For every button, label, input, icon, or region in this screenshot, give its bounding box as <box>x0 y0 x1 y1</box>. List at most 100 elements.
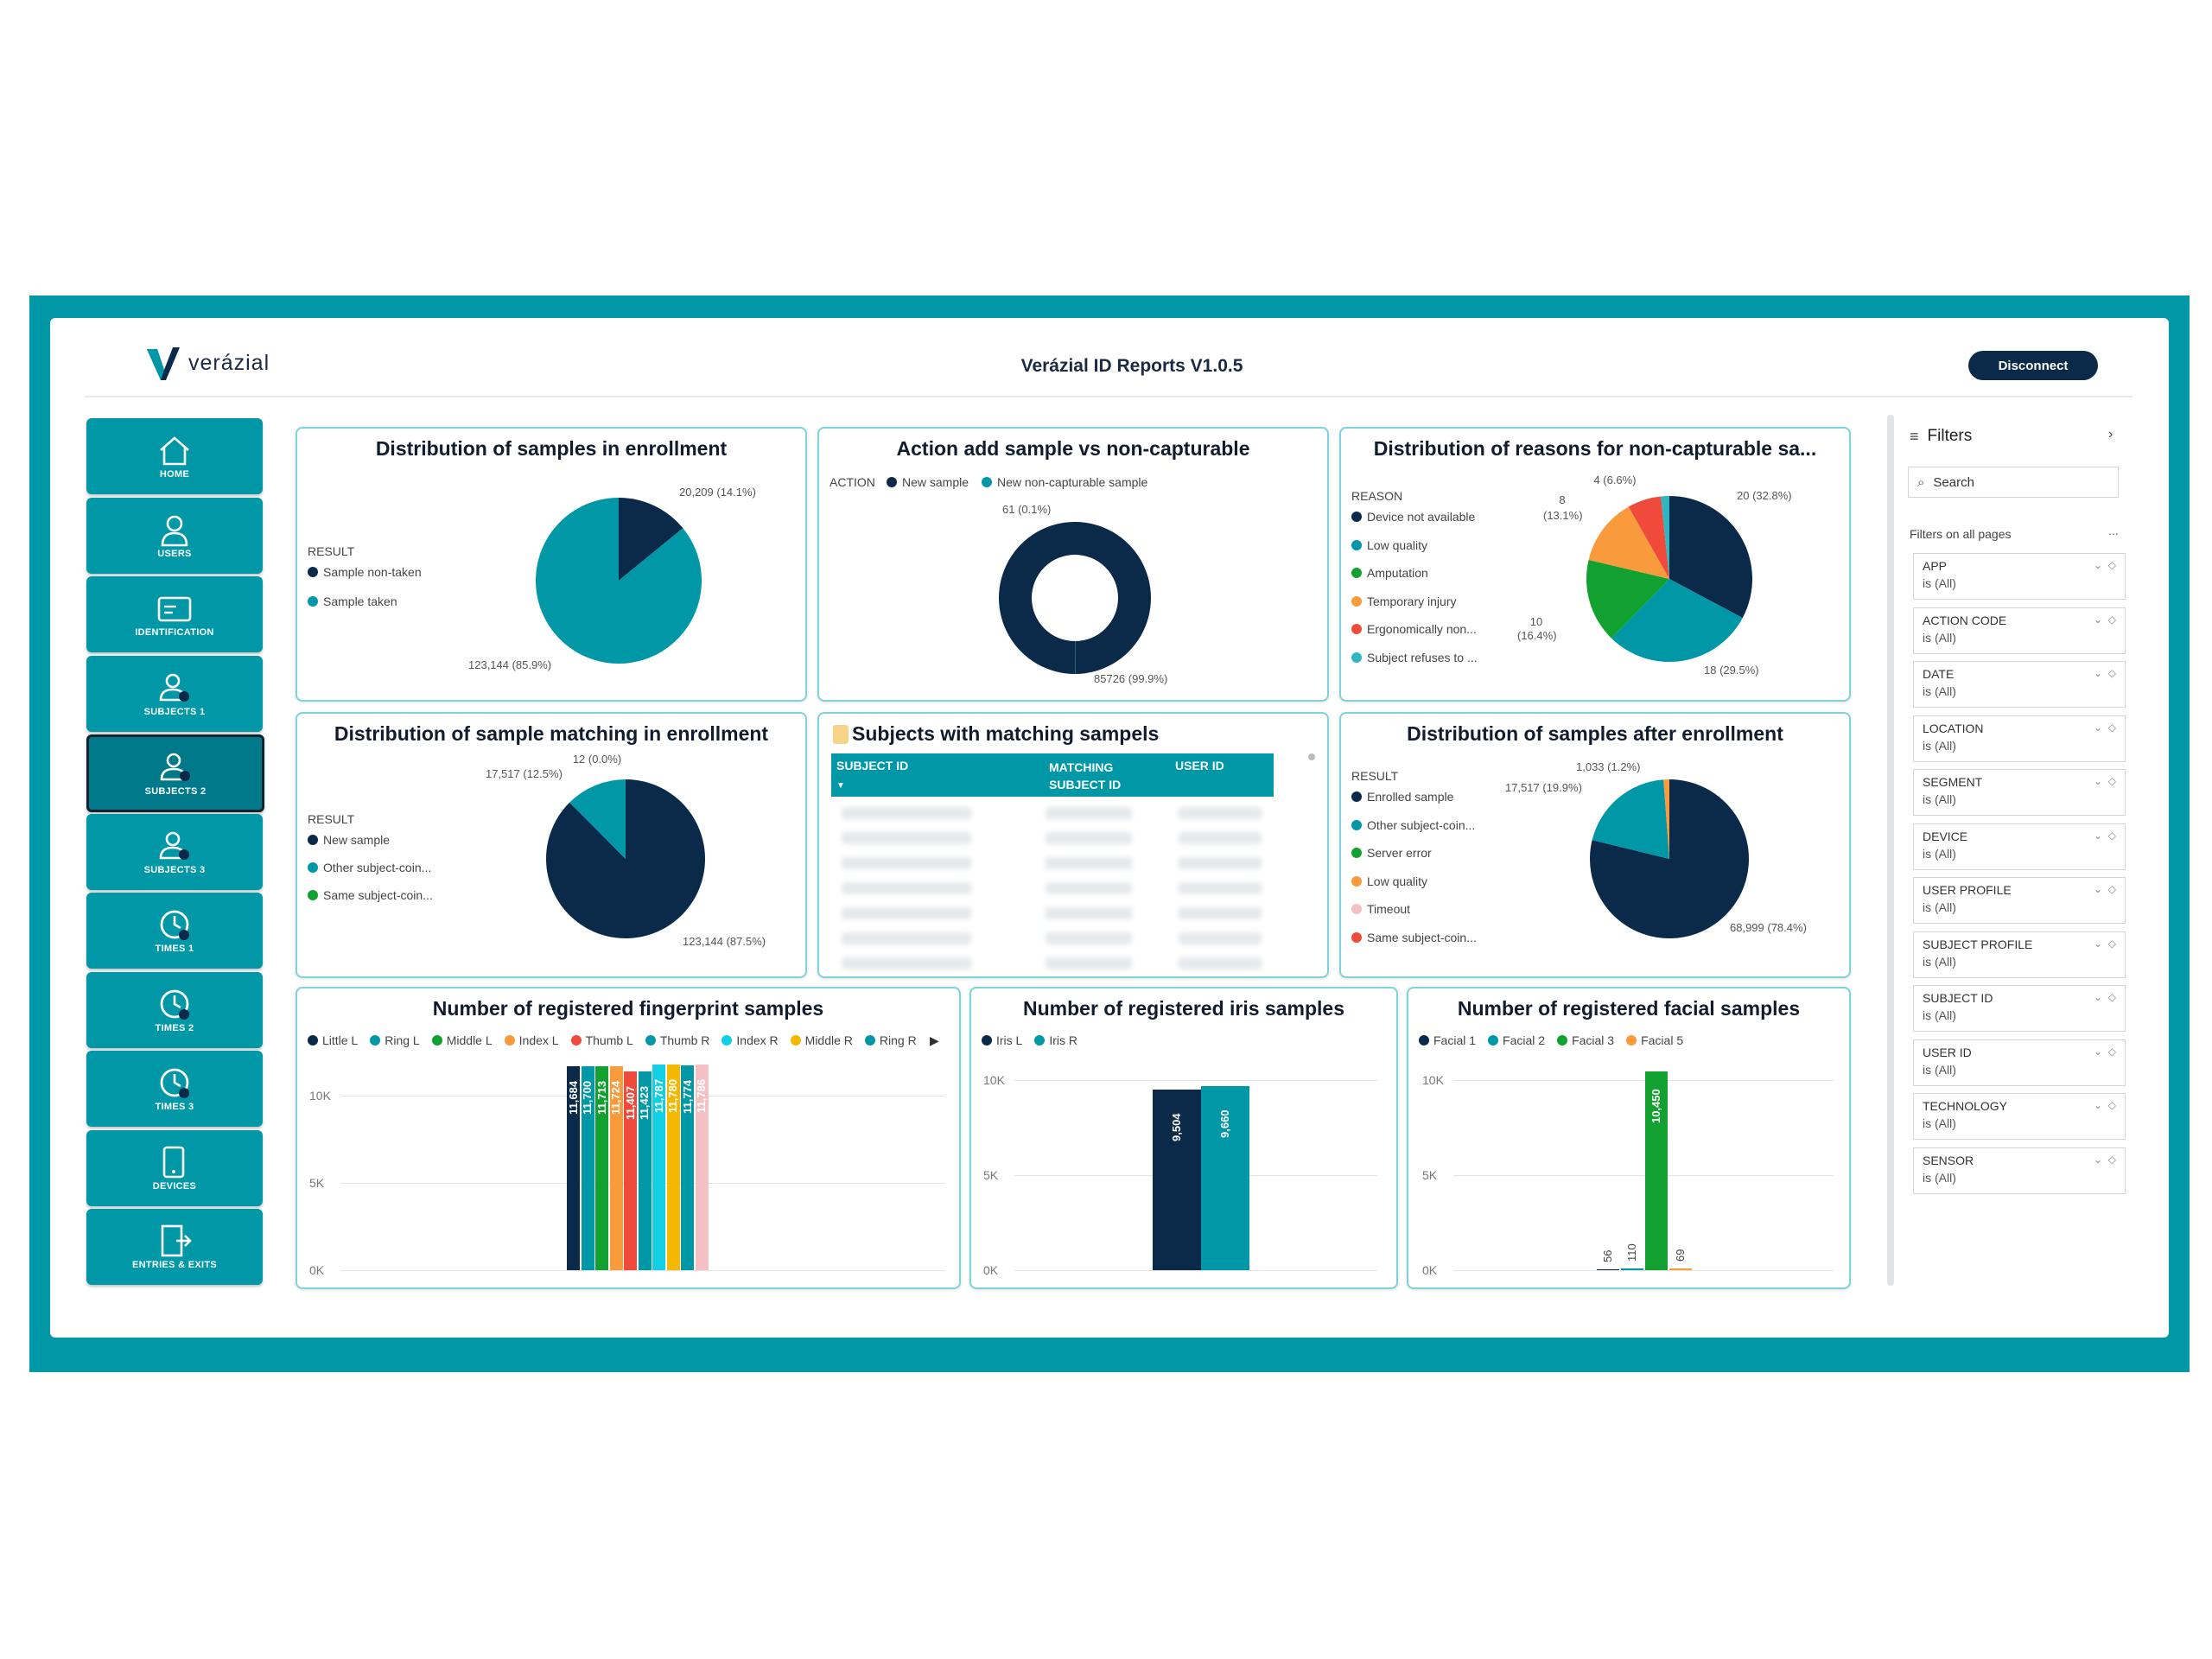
bar[interactable] <box>609 1065 623 1270</box>
bar[interactable] <box>624 1071 637 1270</box>
legend-item[interactable]: Iris R <box>1034 1033 1077 1047</box>
legend-item[interactable]: New sample <box>887 475 969 489</box>
disconnect-button[interactable]: Disconnect <box>1968 351 2098 380</box>
pie-slice[interactable] <box>619 498 683 581</box>
filter-card[interactable]: DATE is (All) ⌄ ◇ <box>1913 661 2126 708</box>
nav-button[interactable]: SUBJECTS 2 <box>86 734 264 812</box>
bar[interactable] <box>695 1065 709 1270</box>
pie-slice[interactable] <box>1669 496 1752 619</box>
filter-expand-icon[interactable]: ⌄ ◇ <box>2094 883 2116 895</box>
card-enrollment-distribution[interactable]: Distribution of samples in enrollment RE… <box>296 427 807 702</box>
bar[interactable] <box>581 1066 594 1270</box>
legend-item[interactable]: Index R <box>721 1033 779 1047</box>
column-subject-id[interactable]: SUBJECT ID <box>836 759 909 772</box>
pane-scrollbar[interactable] <box>1887 415 1894 1286</box>
filter-expand-icon[interactable]: ⌄ ◇ <box>2094 829 2116 842</box>
nav-button[interactable]: IDENTIFICATION <box>86 576 263 652</box>
legend-item[interactable]: Other subject-coin... <box>308 861 431 874</box>
legend-item[interactable]: Same subject-coin... <box>1351 931 1477 944</box>
bar[interactable] <box>666 1065 680 1270</box>
column-matching-subject-id[interactable]: MATCHING SUBJECT ID <box>1049 760 1122 791</box>
bar[interactable] <box>652 1065 665 1270</box>
card-fingerprint-samples[interactable]: Number of registered fingerprint samples… <box>296 987 961 1289</box>
bar[interactable] <box>1669 1268 1692 1270</box>
nav-button[interactable]: ENTRIES & EXITS <box>86 1209 263 1285</box>
filter-expand-icon[interactable]: ⌄ ◇ <box>2094 991 2116 1003</box>
filter-expand-icon[interactable]: ⌄ ◇ <box>2094 559 2116 571</box>
bar[interactable] <box>595 1065 608 1270</box>
legend-item[interactable]: Thumb R <box>645 1033 709 1047</box>
filter-search-box[interactable]: ⌕ Search <box>1908 467 2119 498</box>
filter-card[interactable]: TECHNOLOGY is (All) ⌄ ◇ <box>1913 1093 2126 1140</box>
search-input[interactable]: Search <box>1933 474 1974 490</box>
legend-item[interactable]: Index L <box>504 1033 559 1047</box>
legend-item[interactable]: Server error <box>1351 846 1432 860</box>
legend-item[interactable]: Temporary injury <box>1351 594 1456 608</box>
legend-item[interactable]: Low quality <box>1351 538 1427 552</box>
card-facial-samples[interactable]: Number of registered facial samples Faci… <box>1407 987 1851 1289</box>
filter-card[interactable]: SEGMENT is (All) ⌄ ◇ <box>1913 769 2126 816</box>
filter-card[interactable]: SENSOR is (All) ⌄ ◇ <box>1913 1147 2126 1194</box>
legend-item[interactable]: Middle L <box>431 1033 493 1047</box>
legend-next-icon[interactable]: ▶ <box>930 1033 939 1047</box>
nav-button[interactable]: TIMES 1 <box>86 893 263 969</box>
bar[interactable] <box>681 1065 694 1270</box>
legend-item[interactable]: Facial 1 <box>1419 1033 1476 1047</box>
pie-slice[interactable] <box>1588 506 1669 579</box>
filter-card[interactable]: ACTION CODE is (All) ⌄ ◇ <box>1913 607 2126 654</box>
card-after-enrollment[interactable]: Distribution of samples after enrollment… <box>1339 712 1851 978</box>
legend-item[interactable]: Ring R <box>864 1033 917 1047</box>
card-iris-samples[interactable]: Number of registered iris samples Iris L… <box>969 987 1398 1289</box>
legend-item[interactable]: Subject refuses to ... <box>1351 651 1478 664</box>
pie-slice[interactable] <box>1592 779 1669 859</box>
legend-item[interactable]: Little L <box>308 1033 358 1047</box>
legend-item[interactable]: Same subject-coin... <box>308 888 433 902</box>
card-action-add-sample[interactable]: Action add sample vs non-capturable ACTI… <box>817 427 1329 702</box>
filter-expand-icon[interactable]: ⌄ ◇ <box>2094 1045 2116 1058</box>
legend-item[interactable]: Ring L <box>370 1033 420 1047</box>
legend-item[interactable]: Facial 2 <box>1488 1033 1545 1047</box>
pie-slice[interactable] <box>1628 496 1669 579</box>
nav-button[interactable]: USERS <box>86 497 263 574</box>
bar[interactable] <box>1153 1089 1201 1270</box>
bar[interactable] <box>1597 1268 1619 1270</box>
filter-card[interactable]: SUBJECT ID is (All) ⌄ ◇ <box>1913 985 2126 1032</box>
legend-item[interactable]: Timeout <box>1351 902 1410 916</box>
pie-slice[interactable] <box>569 779 626 859</box>
legend-item[interactable]: Other subject-coin... <box>1351 818 1475 832</box>
filter-expand-icon[interactable]: ⌄ ◇ <box>2094 721 2116 734</box>
legend-item[interactable]: Iris L <box>982 1033 1022 1047</box>
nav-button[interactable]: DEVICES <box>86 1129 263 1206</box>
nav-button[interactable]: TIMES 2 <box>86 971 263 1048</box>
filter-card[interactable]: SUBJECT PROFILE is (All) ⌄ ◇ <box>1913 931 2126 978</box>
bar[interactable] <box>1645 1071 1668 1270</box>
legend-item[interactable]: Sample taken <box>308 594 397 608</box>
nav-button[interactable]: HOME <box>86 418 263 494</box>
legend-item[interactable]: Thumb L <box>570 1033 633 1047</box>
card-noncapturable-reasons[interactable]: Distribution of reasons for non-capturab… <box>1339 427 1851 702</box>
pie-slice[interactable] <box>1663 779 1669 859</box>
pie-slice[interactable] <box>536 498 702 664</box>
bar[interactable] <box>567 1066 580 1270</box>
filter-card[interactable]: LOCATION is (All) ⌄ ◇ <box>1913 715 2126 762</box>
legend-item[interactable]: Facial 5 <box>1626 1033 1683 1047</box>
bar[interactable] <box>638 1071 652 1270</box>
scroll-indicator[interactable] <box>1308 753 1315 760</box>
filters-more-button[interactable]: ... <box>2108 524 2119 537</box>
legend-item[interactable]: Middle R <box>790 1033 853 1047</box>
legend-item[interactable]: Ergonomically non... <box>1351 622 1477 636</box>
legend-item[interactable]: Enrolled sample <box>1351 790 1453 804</box>
legend-item[interactable]: Sample non-taken <box>308 565 422 579</box>
pie-slice[interactable] <box>1661 496 1669 579</box>
bar[interactable] <box>1621 1268 1643 1270</box>
legend-item[interactable]: Facial 3 <box>1557 1033 1614 1047</box>
filter-expand-icon[interactable]: ⌄ ◇ <box>2094 613 2116 626</box>
legend-item[interactable]: Device not available <box>1351 510 1475 524</box>
legend-item[interactable]: Amputation <box>1351 566 1428 580</box>
filter-card[interactable]: DEVICE is (All) ⌄ ◇ <box>1913 823 2126 870</box>
filter-expand-icon[interactable]: ⌄ ◇ <box>2094 937 2116 950</box>
legend-item[interactable]: Low quality <box>1351 874 1427 888</box>
filter-expand-icon[interactable]: ⌄ ◇ <box>2094 1153 2116 1166</box>
pie-slice[interactable] <box>1586 559 1669 639</box>
filter-expand-icon[interactable]: ⌄ ◇ <box>2094 1099 2116 1111</box>
